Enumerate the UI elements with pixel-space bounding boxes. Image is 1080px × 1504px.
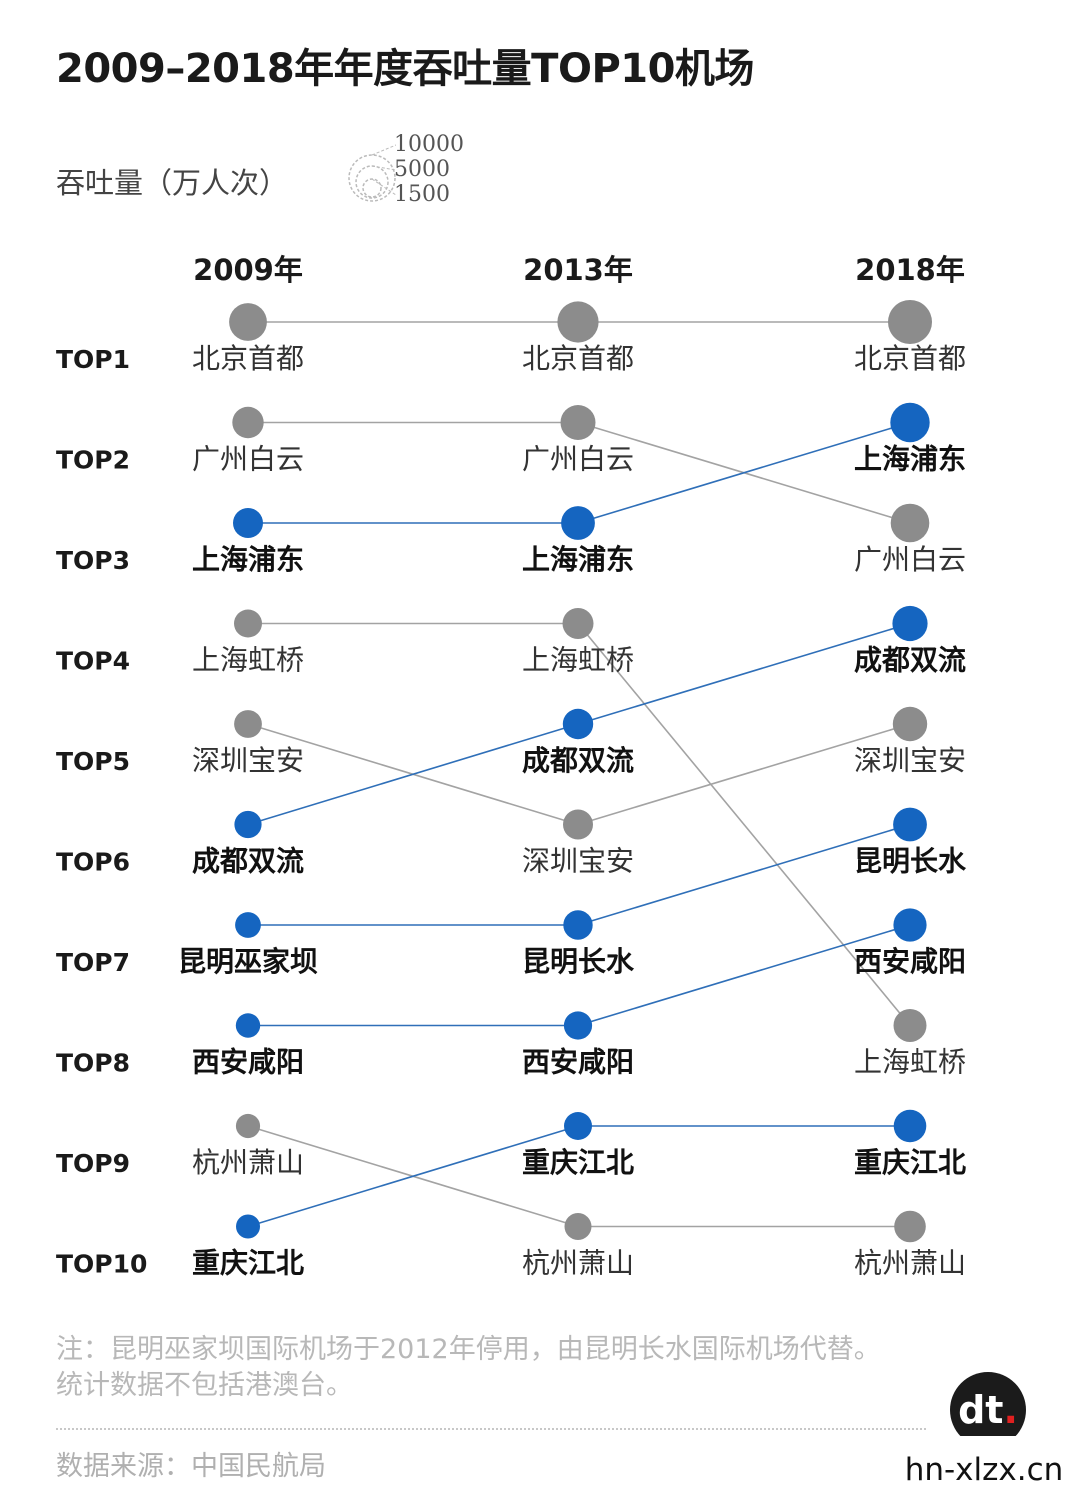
airport-dot [564, 1112, 592, 1140]
airport-dot [888, 300, 932, 344]
airport-dot [563, 1011, 593, 1040]
airport-dot [893, 807, 927, 842]
connector-line [577, 421, 911, 524]
rank-label: TOP8 [56, 1049, 130, 1078]
rank-label: TOP10 [56, 1250, 147, 1279]
airport-label: 昆明长水 [854, 845, 967, 878]
airport-label: 深圳宝安 [192, 744, 304, 777]
airport-dot [563, 809, 593, 840]
airport-dot [893, 1009, 927, 1042]
airport-dot [894, 1210, 926, 1243]
airport-label: 成都双流 [192, 845, 304, 878]
airport-label: 杭州萧山 [192, 1146, 304, 1179]
airport-dot [892, 706, 928, 742]
airport-label: 深圳宝安 [854, 744, 966, 777]
size-legend-value: 1500 [394, 182, 450, 207]
rank-label: TOP5 [56, 747, 130, 776]
airport-dot [564, 1213, 592, 1240]
airport-label: 杭州萧山 [854, 1247, 966, 1280]
airport-dot [562, 608, 594, 639]
airport-label: 西安咸阳 [192, 1046, 304, 1079]
airport-label: 成都双流 [854, 644, 966, 677]
airport-dot [235, 1113, 261, 1139]
site-watermark: hn-xlzx.cn [888, 1436, 1080, 1504]
airport-dot [235, 1013, 261, 1038]
airport-dot [562, 708, 594, 740]
rank-label: TOP4 [56, 647, 130, 676]
airport-dot [235, 912, 261, 938]
airport-label: 北京首都 [192, 342, 304, 375]
size-legend-value: 10000 [394, 132, 464, 157]
data-source: 数据来源：中国民航局 [56, 1451, 326, 1482]
brand-logo-icon: dt. [950, 1372, 1026, 1448]
airport-label: 上海虹桥 [192, 644, 304, 677]
logo-text: dt [958, 1388, 1004, 1432]
airport-label: 上海虹桥 [854, 1046, 966, 1079]
connector-line [577, 924, 911, 1027]
year-header: 2009年 [193, 253, 303, 287]
airport-label: 昆明长水 [522, 945, 635, 978]
size-legend-value: 5000 [394, 157, 450, 182]
airport-dot [234, 810, 262, 839]
airport-dot [234, 710, 262, 738]
airport-label: 重庆江北 [854, 1146, 966, 1179]
rank-label: TOP1 [56, 345, 130, 374]
airport-label: 上海浦东 [192, 543, 304, 576]
year-header: 2013年 [523, 253, 633, 287]
footnote-line: 统计数据不包括港澳台。 [56, 1370, 353, 1401]
airport-label: 广州白云 [854, 543, 966, 576]
footnote-line: 注：昆明巫家坝国际机场于2012年停用，由昆明长水国际机场代替。 [56, 1334, 881, 1365]
bump-chart: 2009年 2013年 2018年 TOP1 TOP2 TOP3 TOP4 TOP5 TOP6 T… [56, 253, 967, 1280]
airport-dot [233, 508, 263, 538]
airport-dot [893, 1109, 927, 1143]
airport-dot [561, 506, 595, 540]
airport-dot [892, 605, 928, 642]
rank-label: TOP2 [56, 446, 130, 475]
airport-dot [232, 406, 264, 439]
airport-label: 西安咸阳 [854, 945, 966, 978]
airport-dot [557, 301, 599, 343]
rank-label: TOP3 [56, 546, 130, 575]
connector-line [577, 622, 911, 725]
size-legend: 吞吐量（万人次） 10000 5000 1500 [56, 130, 496, 220]
airport-label: 广州白云 [192, 443, 304, 476]
airport-label: 西安咸阳 [522, 1046, 634, 1079]
connector-line [247, 1125, 579, 1228]
airport-label: 成都双流 [522, 744, 634, 777]
connector-line [577, 823, 911, 926]
rank-label: TOP9 [56, 1149, 130, 1178]
divider [56, 1428, 926, 1430]
airport-label: 上海虹桥 [522, 644, 634, 677]
airport-dot [236, 1214, 260, 1239]
airport-dot [563, 910, 593, 940]
size-legend-label: 吞吐量（万人次） [56, 166, 289, 200]
airport-label: 深圳宝安 [522, 845, 634, 878]
airport-label: 上海浦东 [854, 443, 966, 476]
connector-line [577, 622, 911, 1027]
year-header: 2018年 [855, 253, 965, 287]
airport-label: 北京首都 [522, 342, 634, 375]
airport-dot [234, 609, 262, 638]
airport-dot [893, 908, 927, 942]
airport-label: 重庆江北 [522, 1146, 634, 1179]
airport-label: 上海浦东 [522, 543, 634, 576]
footnote: 注：昆明巫家坝国际机场于2012年停用，由昆明长水国际机场代替。 统计数据不包括… [56, 1332, 881, 1404]
airport-label: 北京首都 [854, 342, 966, 375]
airport-dot [229, 303, 267, 341]
rank-label: TOP7 [56, 948, 130, 977]
airport-dot [890, 503, 930, 543]
chart-title: 2009–2018年年度吞吐量TOP10机场 [56, 46, 754, 92]
airport-dot [560, 405, 596, 440]
airport-label: 广州白云 [522, 443, 634, 476]
airport-label: 杭州萧山 [522, 1247, 634, 1280]
size-legend-circles-icon [348, 144, 396, 202]
airport-dot [890, 402, 930, 443]
airport-label: 昆明巫家坝 [178, 945, 318, 978]
connector-line [247, 723, 579, 826]
rank-label: TOP6 [56, 848, 130, 877]
connector-line [577, 723, 911, 826]
airport-label: 重庆江北 [192, 1247, 304, 1280]
